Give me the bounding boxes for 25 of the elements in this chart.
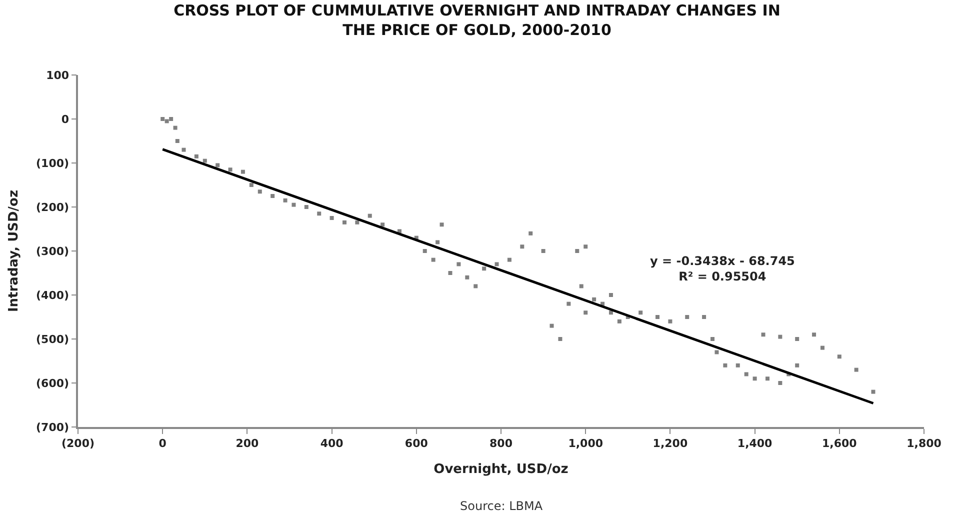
y-tick-label: (400) [36,288,70,302]
source-note: Source: LBMA [460,499,544,512]
y-tick-label: (100) [36,156,70,170]
x-tick-label: 1,400 [737,436,773,450]
x-tick-label: 1,200 [652,436,688,450]
y-tick-label: 0 [61,112,70,126]
y-tick-label: (500) [36,332,70,346]
x-axis-title: Overnight, USD/oz [434,462,568,478]
x-tick-label: 400 [320,436,344,450]
x-tick-label: 1,600 [822,436,858,450]
x-tick-label: 600 [404,436,428,450]
y-tick-label: (600) [36,376,70,390]
x-tick-label: 1,800 [906,436,942,450]
annotation: y = -0.3438x - 68.745 R² = 0.95504 [650,254,795,284]
y-tick-label: (300) [36,244,70,258]
y-axis-title: Intraday, USD/oz [6,190,22,312]
x-tick-label: 800 [490,436,513,450]
y-tick-label: 100 [46,68,70,82]
y-tick-label: (200) [36,200,70,214]
chart-title: CROSS PLOT OF CUMMULATIVE OVERNIGHT AND INTRADAY CHANGES IN THE PRICE OF GOLD, 2000-2010 [174,1,780,39]
x-tick-label: 200 [236,436,260,450]
x-tick-label: 0 [158,436,167,450]
x-tick-label: (200) [61,436,95,450]
y-tick-label: (700) [36,420,70,434]
x-tick-label: 1,000 [568,436,604,450]
